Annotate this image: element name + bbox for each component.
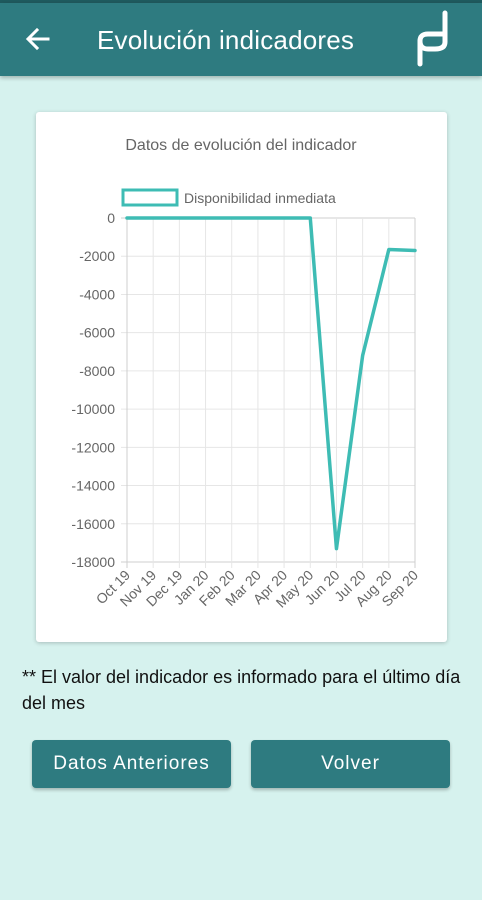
evolution-line-chart: Datos de evolución del indicador Disponi… xyxy=(71,137,422,611)
y-tick-label: -2000 xyxy=(79,248,115,264)
y-tick-label: -6000 xyxy=(79,325,115,341)
y-tick-label: -18000 xyxy=(71,554,115,570)
back-action-button[interactable]: Volver xyxy=(251,740,450,788)
chart-grid xyxy=(121,217,416,568)
indicator-note: ** El valor del indicador es informado p… xyxy=(22,667,461,713)
app-bar: Evolución indicadores xyxy=(0,3,482,76)
series-group xyxy=(125,216,417,551)
y-tick-label: -14000 xyxy=(71,478,115,494)
previous-data-button[interactable]: Datos Anteriores xyxy=(32,740,231,788)
back-button[interactable] xyxy=(20,21,56,57)
chart-card: Datos de evolución del indicador Disponi… xyxy=(36,112,447,642)
series-line-disponibilidad xyxy=(125,216,417,551)
y-tick-label: 0 xyxy=(107,210,115,226)
y-axis-ticks: 0 -2000 -4000 -6000 -8000 -10000 -12000 -14000 -… xyxy=(71,210,115,570)
y-tick-label: -16000 xyxy=(71,516,115,532)
brand-logo-icon xyxy=(417,10,448,67)
y-tick-label: -10000 xyxy=(71,401,115,417)
chart-title: Datos de evolución del indicador xyxy=(125,137,357,154)
brand-logo xyxy=(412,9,458,69)
y-tick-label: -8000 xyxy=(79,363,115,379)
chart-legend: Disponibilidad inmediata xyxy=(121,188,336,207)
status-bar xyxy=(0,0,482,3)
legend-label: Disponibilidad inmediata xyxy=(184,190,336,206)
y-tick-label: -4000 xyxy=(79,286,115,302)
arrow-left-icon xyxy=(25,27,50,51)
y-tick-label: -12000 xyxy=(71,439,115,455)
legend-swatch xyxy=(121,188,179,207)
page-title: Evolución indicadores xyxy=(97,25,355,55)
